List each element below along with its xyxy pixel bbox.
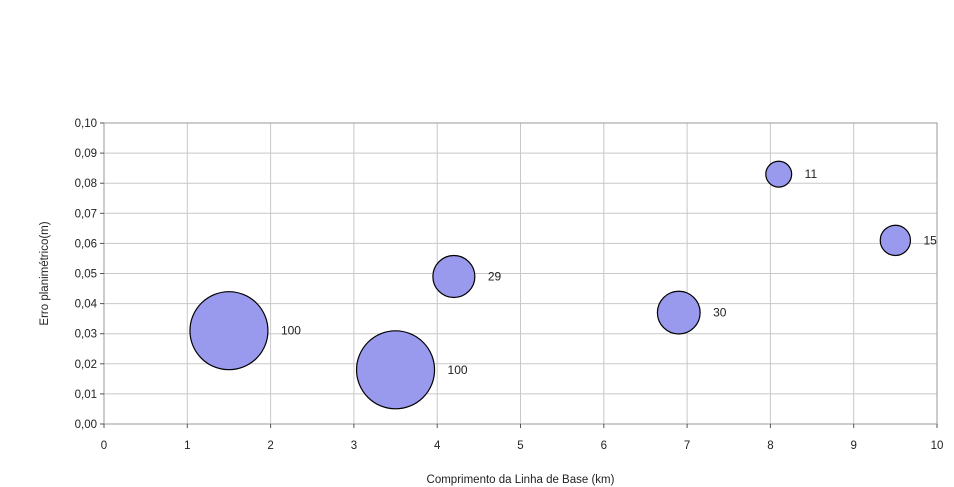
x-tick-label: 2 xyxy=(267,440,273,452)
bubble-value-label: 100 xyxy=(281,324,301,338)
x-tick-label: 0 xyxy=(101,440,107,452)
y-tick-label: 0,09 xyxy=(75,148,97,160)
x-tick-label: 3 xyxy=(351,440,357,452)
y-tick-label: 0,07 xyxy=(75,208,97,220)
y-tick-label: 0,01 xyxy=(75,389,97,401)
bubble-value-label: 30 xyxy=(713,306,727,320)
y-tick-label: 0,02 xyxy=(75,359,97,371)
x-tick-label: 7 xyxy=(684,440,690,452)
y-tick-label: 0,00 xyxy=(75,419,97,431)
y-axis-ticks: 0,00 0,01 0,02 0,03 0,04 0,05 0,06 0,07 0,08 0,09… xyxy=(75,118,104,431)
x-tick-label: 5 xyxy=(517,440,523,452)
bubble-value-label: 11 xyxy=(805,167,818,181)
x-tick-label: 8 xyxy=(767,440,773,452)
x-tick-label: 10 xyxy=(931,440,944,452)
y-tick-label: 0,08 xyxy=(75,178,97,190)
bubble-value-label: 100 xyxy=(448,363,468,377)
x-tick-label: 9 xyxy=(850,440,856,452)
bubble-value-label: 29 xyxy=(488,270,502,284)
bubble xyxy=(355,330,436,410)
bubble xyxy=(432,254,476,299)
y-axis-title: Erro planimétrico(m) xyxy=(39,221,51,325)
bubble xyxy=(765,160,793,188)
y-tick-label: 0,06 xyxy=(75,238,97,250)
y-tick-label: 0,03 xyxy=(75,329,97,341)
x-tick-label: 1 xyxy=(184,440,190,452)
bubble xyxy=(879,224,912,257)
bubble-value-label: 15 xyxy=(923,233,937,247)
y-tick-label: 0,05 xyxy=(75,269,97,281)
bubble xyxy=(189,291,269,371)
y-tick-label: 0,04 xyxy=(75,299,98,311)
bubble xyxy=(656,290,701,335)
bubble-data-labels: 100 100 29 30 11 15 xyxy=(281,167,937,377)
bubble-series xyxy=(189,160,912,410)
x-tick-label: 4 xyxy=(434,440,441,452)
x-axis-ticks: 0 1 2 3 4 5 6 7 8 9 10 xyxy=(101,424,944,452)
x-axis-title: Comprimento da Linha de Base (km) xyxy=(427,474,615,486)
y-tick-label: 0,10 xyxy=(75,118,97,130)
x-tick-label: 6 xyxy=(601,440,607,452)
